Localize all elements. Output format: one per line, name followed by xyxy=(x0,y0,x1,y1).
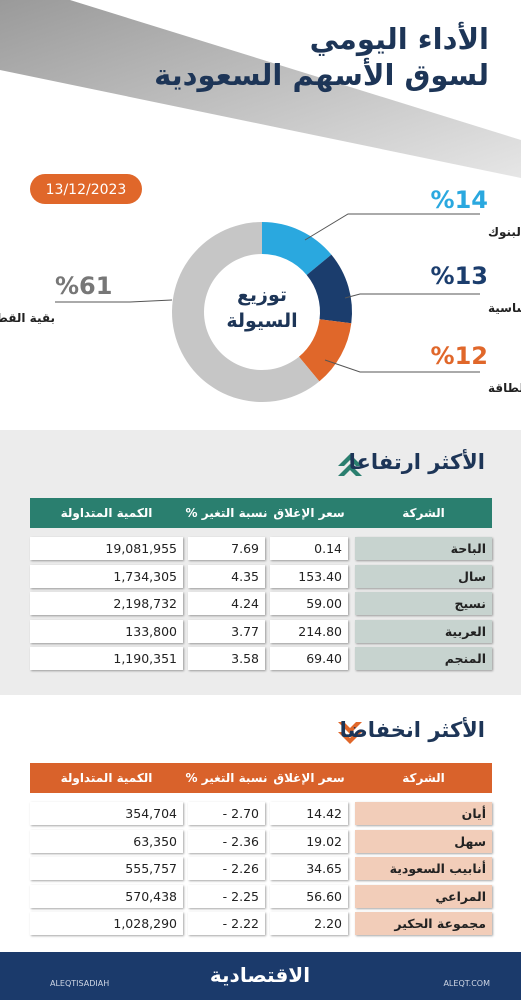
rising-title: الأكثر ارتفاعا xyxy=(348,450,485,474)
column-header: الشركة xyxy=(402,506,445,520)
footer-brand: الاقتصادية xyxy=(210,963,310,987)
down-icon xyxy=(338,722,362,744)
table-header-bar xyxy=(30,763,492,793)
header-swoosh xyxy=(0,0,521,178)
company-cell: المنجم xyxy=(355,647,492,670)
value-cell: 1,734,305 xyxy=(30,564,183,588)
falling-title: الأكثر انخفاضا xyxy=(339,718,485,742)
donut-segment xyxy=(172,222,320,402)
company-cell: المراعي xyxy=(355,884,492,908)
value-cell: 354,704 xyxy=(30,802,183,825)
leader-line xyxy=(324,359,480,373)
value-cell: 1,190,351 xyxy=(30,647,183,670)
footer-bar xyxy=(0,952,521,1000)
value-label: %13 xyxy=(431,262,488,290)
column-header: نسبة التغير % xyxy=(185,506,268,520)
value-cell: 0.14 xyxy=(270,537,348,560)
value-cell: - 2.36 xyxy=(188,829,265,853)
value-label: %14 xyxy=(431,186,488,214)
column-header: الكمية المتداولة xyxy=(60,771,153,785)
column-header: سعر الإغلاق xyxy=(273,771,345,785)
company-cell: أنابيب السعودية xyxy=(355,857,492,880)
company-cell: نسيج xyxy=(355,592,492,615)
donut-segment xyxy=(298,319,352,382)
value-cell: - 2.25 xyxy=(188,884,265,908)
donut-segment xyxy=(306,254,352,324)
title-line1: الأداء اليومي xyxy=(309,22,489,56)
value-cell: 14.42 xyxy=(270,802,348,825)
title-line2: لسوق الأسهم السعودية xyxy=(154,58,489,92)
value-cell: 3.77 xyxy=(188,619,265,643)
footer-site: ALEQT.COM xyxy=(443,979,490,988)
value-cell: 1,028,290 xyxy=(30,912,183,935)
value-cell: 56.60 xyxy=(270,884,348,908)
column-header: نسبة التغير % xyxy=(185,771,268,785)
value-cell: 19,081,955 xyxy=(30,537,183,560)
column-header: الشركة xyxy=(402,771,445,785)
donut-chart: %14البنوك %13المواد الأساسية %12الطاقة %61ب… xyxy=(0,186,521,402)
value-cell: 19.02 xyxy=(270,829,348,853)
value-cell: 63,350 xyxy=(30,829,183,853)
category-label: الطاقة xyxy=(488,381,521,395)
column-header: سعر الإغلاق xyxy=(273,506,345,520)
company-cell: الباحة xyxy=(355,537,492,560)
column-header: الكمية المتداولة xyxy=(60,506,153,520)
value-cell: 2.20 xyxy=(270,912,348,935)
company-cell: العربية xyxy=(355,619,492,643)
category-label: المواد الأساسية xyxy=(488,300,521,316)
value-cell: 133,800 xyxy=(30,619,183,643)
footer-handle: ALEQTISADIAH xyxy=(50,979,109,988)
value-label: %12 xyxy=(431,342,488,370)
value-cell: 3.58 xyxy=(188,647,265,670)
category-label: بقية القطاعات xyxy=(0,311,55,325)
company-cell: سهل xyxy=(355,829,492,853)
value-cell: 4.24 xyxy=(188,592,265,615)
value-cell: 69.40 xyxy=(270,647,348,670)
date: 13/12/2023 xyxy=(46,182,127,198)
value-cell: 59.00 xyxy=(270,592,348,615)
value-cell: 570,438 xyxy=(30,884,183,908)
date-pill xyxy=(30,174,142,204)
value-label: %61 xyxy=(55,272,112,300)
value-cell: 34.65 xyxy=(270,857,348,880)
value-cell: 153.40 xyxy=(270,564,348,588)
value-cell: 214.80 xyxy=(270,619,348,643)
donut-segment xyxy=(262,222,332,276)
leader-line xyxy=(304,213,480,241)
leader-line xyxy=(55,299,173,303)
company-cell: سال xyxy=(355,564,492,588)
value-cell: - 2.22 xyxy=(188,912,265,935)
up-icon xyxy=(338,454,362,476)
category-label: البنوك xyxy=(488,225,521,240)
company-cell: مجموعة الحكير xyxy=(355,912,492,935)
value-cell: 7.69 xyxy=(188,537,265,560)
value-cell: 4.35 xyxy=(188,564,265,588)
value-cell: 555,757 xyxy=(30,857,183,880)
donut-center-title: توزيع السيولة xyxy=(226,284,298,332)
value-cell: 2,198,732 xyxy=(30,592,183,615)
value-cell: - 2.26 xyxy=(188,857,265,880)
company-cell: أيان xyxy=(355,802,492,825)
table-header-bar xyxy=(30,498,492,528)
leader-line xyxy=(344,293,480,299)
value-cell: - 2.70 xyxy=(188,802,265,825)
